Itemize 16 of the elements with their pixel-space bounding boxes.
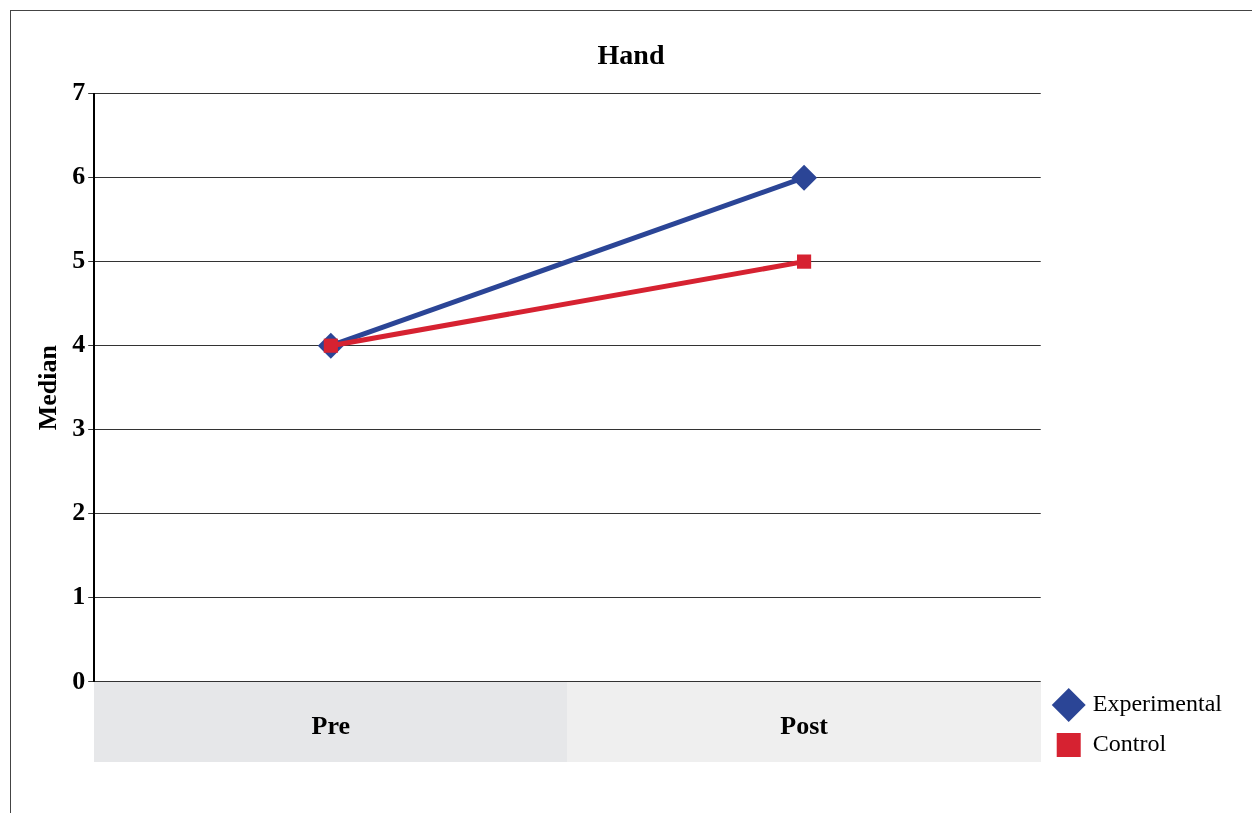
y-tick-label: 0 — [72, 665, 86, 695]
y-axis-title: Median — [33, 344, 63, 431]
y-tick-label: 2 — [72, 497, 86, 527]
y-tick-label: 6 — [72, 161, 86, 191]
x-tick-label: Post — [780, 711, 829, 741]
y-tick-label: 7 — [72, 77, 86, 107]
legend-label: Experimental — [1092, 690, 1223, 717]
point — [791, 164, 818, 191]
y-tick-label: 4 — [72, 329, 86, 359]
legend-label: Control — [1092, 730, 1167, 757]
x-tick-label: Pre — [311, 711, 351, 741]
y-tick-label: 1 — [72, 581, 86, 611]
y-tick-label: 5 — [72, 245, 86, 275]
y-tick-label: 3 — [72, 413, 86, 443]
chart-title: Hand — [597, 39, 665, 71]
point — [797, 254, 812, 269]
